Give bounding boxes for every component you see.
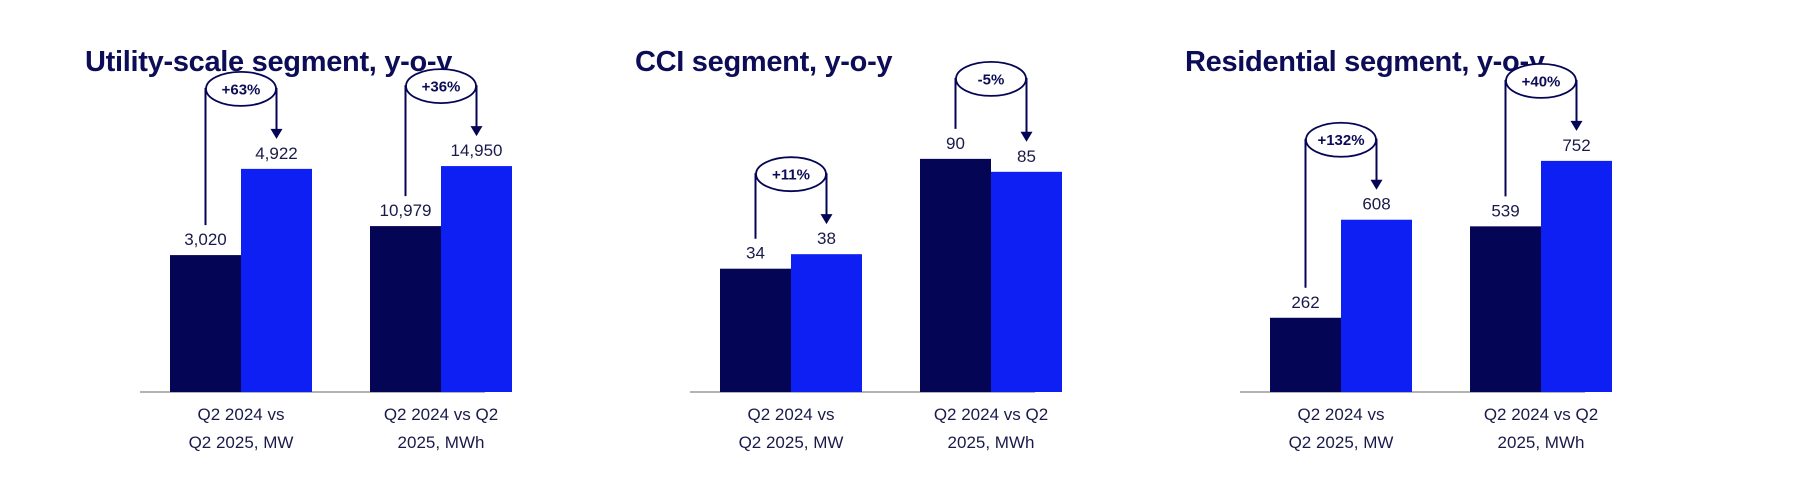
- change-arrow-icon: [1020, 131, 1033, 142]
- data-label: 38: [817, 229, 836, 248]
- category-label: Q2 2024 vs Q2: [384, 405, 498, 424]
- data-label: 4,922: [255, 144, 298, 163]
- bar-q2-2024-group-0: [1270, 317, 1341, 392]
- bar-q2-2024-group-1: [920, 158, 991, 392]
- bar-q2-2024-group-0: [720, 268, 791, 392]
- change-arrow-icon: [270, 128, 283, 139]
- bar-q2-2025-group-1: [991, 171, 1062, 392]
- bar-q2-2025-group-1: [441, 166, 512, 392]
- residential-chart: 262 608 +132% Q2 2024 vs Q2 2025, MW 539 752 +4…: [1240, 62, 1612, 452]
- change-label: +11%: [772, 167, 810, 184]
- change-label: +36%: [422, 79, 461, 96]
- bar-q2-2024-group-1: [370, 226, 441, 392]
- data-label: 3,020: [184, 230, 227, 249]
- bar-q2-2025-group-0: [241, 168, 312, 392]
- utility-scale-title: Utility-scale segment, y-o-y: [85, 46, 453, 78]
- category-label: 2025, MWh: [948, 433, 1035, 452]
- change-label: +63%: [222, 81, 261, 98]
- data-label: 34: [746, 244, 765, 263]
- change-arrow-icon: [820, 214, 833, 225]
- change-badge: [205, 70, 277, 107]
- cci-title: CCI segment, y-o-y: [635, 46, 893, 78]
- change-label: +132%: [1317, 132, 1364, 149]
- category-label: 2025, MWh: [398, 433, 485, 452]
- cci-panel: CCI segment, y-o-y 34 38 +11% Q2 2024 vs Q2 …: [635, 0, 1195, 502]
- bar-q2-2025-group-0: [1341, 219, 1412, 392]
- change-badge: [1305, 121, 1377, 158]
- data-label: 90: [946, 134, 965, 153]
- data-label: 85: [1017, 147, 1036, 166]
- category-label: Q2 2025, MW: [189, 433, 294, 452]
- data-label: 10,979: [380, 201, 432, 220]
- category-label: Q2 2024 vs: [198, 405, 285, 424]
- data-label: 752: [1562, 136, 1590, 155]
- bar-q2-2024-group-0: [170, 255, 241, 392]
- change-label: +40%: [1522, 73, 1561, 90]
- bar-q2-2024-group-1: [1470, 226, 1541, 392]
- change-arrow-icon: [1370, 179, 1383, 190]
- bar-q2-2025-group-0: [791, 254, 862, 392]
- bar-q2-2025-group-1: [1541, 160, 1612, 392]
- data-label: 539: [1491, 201, 1519, 220]
- change-badge: [1505, 62, 1577, 99]
- utility-scale-chart: 3,020 4,922 +63% Q2 2024 vs Q2 2025, MW 10,97…: [140, 68, 512, 452]
- residential-title: Residential segment, y-o-y: [1185, 46, 1545, 78]
- data-label: 608: [1362, 195, 1390, 214]
- change-badge: [405, 68, 477, 104]
- change-arrow-icon: [470, 126, 483, 137]
- change-label: -5%: [978, 71, 1005, 88]
- category-label: Q2 2024 vs: [748, 405, 835, 424]
- data-label: 14,950: [451, 141, 503, 160]
- utility-scale-panel: Utility-scale segment, y-o-y 3,020 4,922 +…: [85, 0, 645, 502]
- change-badge: [955, 60, 1027, 97]
- change-badge: [755, 156, 827, 193]
- category-label: Q2 2025, MW: [739, 433, 844, 452]
- category-label: Q2 2024 vs: [1298, 405, 1385, 424]
- change-arrow-icon: [1570, 120, 1583, 131]
- category-label: Q2 2024 vs Q2: [1484, 405, 1598, 424]
- cci-chart: 34 38 +11% Q2 2024 vs Q2 2025, MW 90 85 -5% Q2 2…: [690, 60, 1062, 452]
- category-label: 2025, MWh: [1498, 433, 1585, 452]
- category-label: Q2 2025, MW: [1289, 433, 1394, 452]
- category-label: Q2 2024 vs Q2: [934, 405, 1048, 424]
- data-label: 262: [1291, 293, 1319, 312]
- residential-panel: Residential segment, y-o-y 262 608 +132% Q2…: [1185, 0, 1745, 502]
